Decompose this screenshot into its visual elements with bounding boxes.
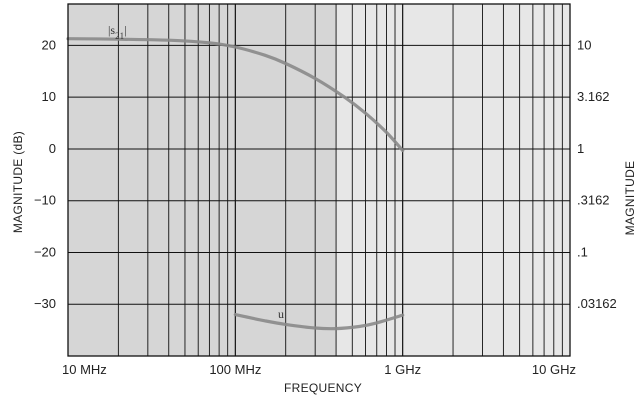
left-tick-labels: 20 10 0 −10 −20 −30 — [34, 37, 56, 311]
series-line-u — [233, 313, 405, 331]
y-tick-label-left: 10 — [42, 89, 56, 104]
x-axis-label: FREQUENCY — [284, 381, 362, 395]
x-tick-labels: 10 MHz 100 MHz 1 GHz 10 GHz — [62, 362, 576, 377]
series-line-s21 — [66, 37, 405, 153]
y-axis-label-right: MAGNITUDE — [623, 161, 637, 236]
grid — [68, 4, 570, 356]
x-tick-label: 100 MHz — [209, 362, 261, 377]
y-tick-label-left: 0 — [49, 141, 56, 156]
y-tick-label-right: .3162 — [577, 193, 610, 208]
right-tick-labels: 10 3.162 1 .3162 .1 .03162 — [577, 37, 617, 311]
curves — [66, 37, 405, 331]
series-label-s21: |s21| — [108, 23, 126, 41]
y-tick-label-left: 20 — [42, 37, 56, 52]
y-tick-label-right: 10 — [577, 37, 591, 52]
x-tick-label: 10 MHz — [62, 362, 107, 377]
y-axis-label-left: MAGNITUDE (dB) — [11, 131, 25, 233]
series-label-u: u — [278, 307, 284, 321]
y-tick-label-right: .1 — [577, 244, 588, 259]
y-tick-label-right: 1 — [577, 141, 584, 156]
y-tick-label-left: −20 — [34, 244, 56, 259]
y-tick-label-right: .03162 — [577, 296, 617, 311]
x-tick-label: 1 GHz — [384, 362, 421, 377]
x-tick-label: 10 GHz — [532, 362, 576, 377]
y-tick-label-left: −30 — [34, 296, 56, 311]
plot-frame — [67, 3, 571, 357]
y-tick-label-right: 3.162 — [577, 89, 610, 104]
y-tick-label-left: −10 — [34, 193, 56, 208]
